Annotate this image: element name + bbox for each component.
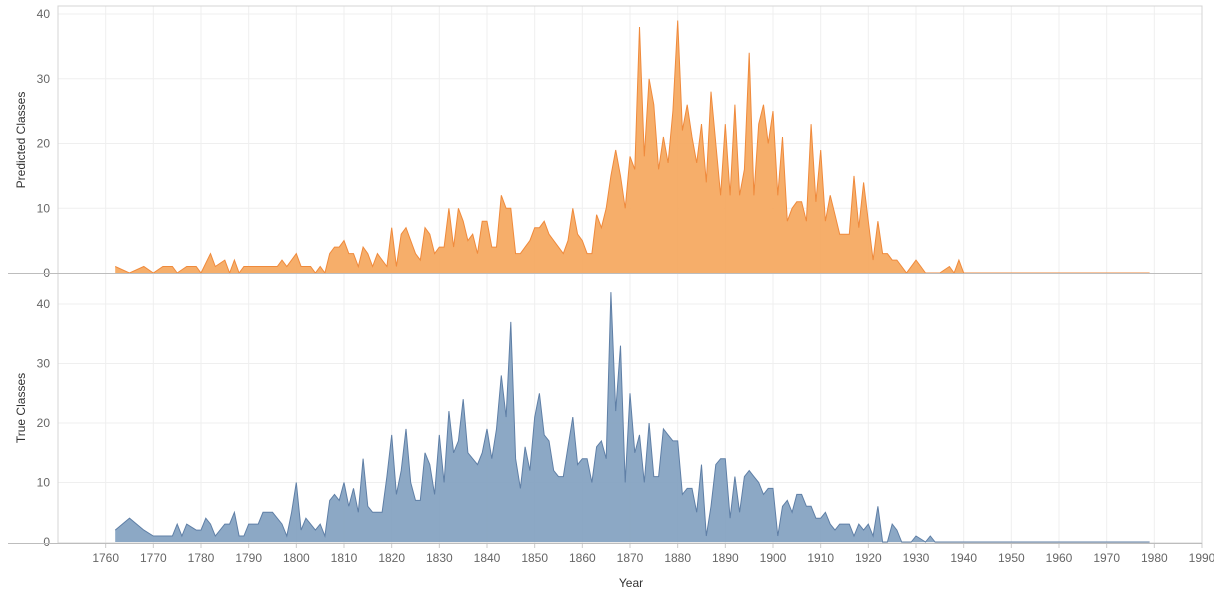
y-tick-label-predicted: 40 [37, 7, 51, 21]
y-tick-label-predicted: 30 [37, 72, 51, 86]
x-tick-label: 1790 [235, 551, 262, 565]
area-series [114, 20, 1150, 543]
x-tick-label: 1940 [950, 551, 977, 565]
axes: 1760 1770 1780 1790 1800 1810 1820 1830 1840 1850… [8, 5, 1214, 565]
x-tick-label: 1780 [188, 551, 215, 565]
x-tick-label: 1970 [1093, 551, 1120, 565]
y-tick-label-predicted: 20 [37, 137, 51, 151]
x-tick-label: 1860 [569, 551, 596, 565]
x-tick-label: 1930 [903, 551, 930, 565]
x-tick-label: 1910 [807, 551, 834, 565]
x-tick-label: 1830 [426, 551, 453, 565]
x-tick-label: 1850 [521, 551, 548, 565]
x-tick-label: 1840 [474, 551, 501, 565]
x-tick-label: 1820 [378, 551, 405, 565]
area-predicted [115, 20, 1150, 273]
x-tick-label: 1870 [617, 551, 644, 565]
y-tick-label-true: 10 [37, 476, 51, 490]
y-tick-label-true: 40 [37, 297, 51, 311]
y-tick-label-predicted: 10 [37, 201, 51, 215]
x-tick-label: 1950 [998, 551, 1025, 565]
y-axis-title-predicted: Predicted Classes [14, 92, 28, 189]
y-tick-label-true: 0 [43, 535, 50, 549]
x-tick-label: 1990 [1189, 551, 1214, 565]
x-tick-label: 1810 [331, 551, 358, 565]
x-axis-title: Year [619, 576, 643, 590]
line-predicted [114, 20, 1150, 275]
x-tick-label: 1770 [140, 551, 167, 565]
y-axis-title-true: True Classes [14, 373, 28, 443]
y-tick-label-true: 20 [37, 416, 51, 430]
x-tick-label: 1880 [664, 551, 691, 565]
x-tick-label: 1900 [760, 551, 787, 565]
x-tick-label: 1920 [855, 551, 882, 565]
x-tick-label: 1800 [283, 551, 310, 565]
x-tick-label: 1760 [92, 551, 119, 565]
y-tick-label-true: 30 [37, 357, 51, 371]
x-tick-label: 1960 [1046, 551, 1073, 565]
x-tick-label: 1890 [712, 551, 739, 565]
line-true [114, 292, 1150, 543]
x-tick-label: 1980 [1141, 551, 1168, 565]
area-true [115, 292, 1150, 542]
